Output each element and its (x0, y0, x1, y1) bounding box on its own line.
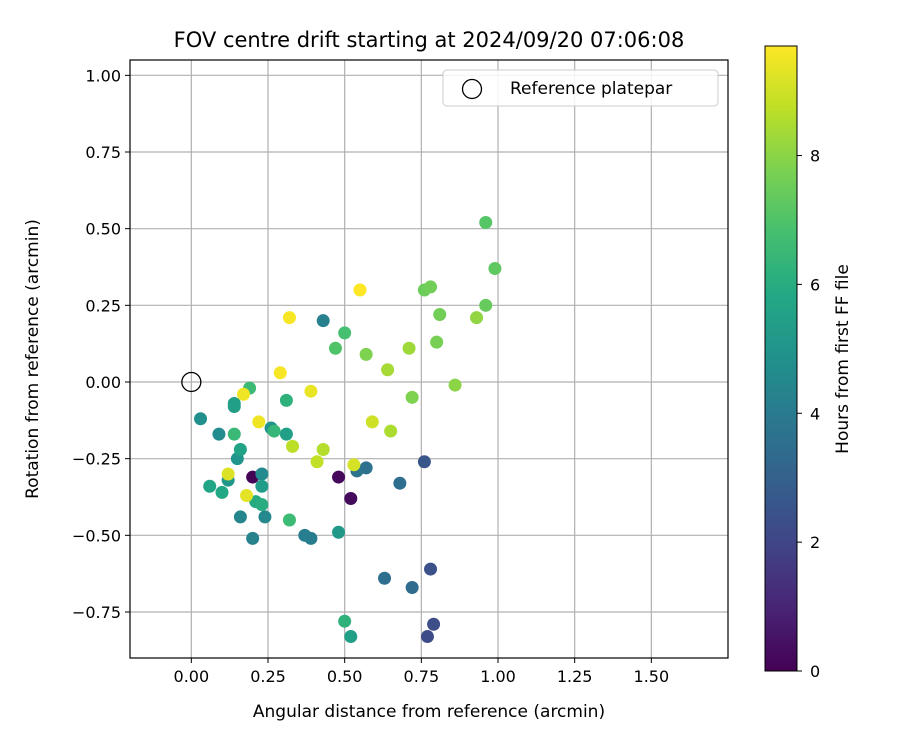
scatter-point (353, 283, 367, 297)
y-tick-label: 0.25 (85, 296, 121, 315)
scatter-point (316, 442, 330, 456)
colorbar (764, 45, 798, 672)
scatter-point (246, 531, 260, 545)
scatter-point (279, 427, 293, 441)
scatter-point (347, 458, 361, 472)
scatter-point (417, 455, 431, 469)
chart-title: FOV centre drift starting at 2024/09/20 … (174, 28, 685, 52)
y-tick-label: −0.25 (72, 450, 121, 469)
x-axis-label: Angular distance from reference (arcmin) (253, 702, 605, 722)
scatter-point (255, 467, 269, 481)
scatter-point (194, 412, 208, 426)
scatter-point (273, 366, 287, 380)
scatter-point (479, 298, 493, 312)
reference-platepar-marker (181, 371, 202, 393)
scatter-point (332, 525, 346, 539)
scatter-point (236, 387, 250, 401)
legend-marker (461, 78, 483, 100)
scatter-point (240, 488, 254, 502)
scatter-point (384, 424, 398, 438)
y-tick-label: 0.50 (85, 220, 121, 239)
y-axis-ticks: 1.00 0.75 0.50 0.25 0.00 −0.25 −0.50 −0.75 (72, 66, 130, 622)
colorbar-tick-label: 2 (810, 533, 820, 552)
scatter-point (420, 630, 434, 644)
scatter-point (255, 498, 269, 512)
scatter-point (279, 393, 293, 407)
y-axis-label: Rotation from reference (arcmin) (23, 219, 43, 499)
scatter-point (470, 311, 484, 325)
scatter-point (255, 479, 269, 493)
scatter-point (252, 415, 266, 429)
scatter-point (282, 311, 296, 325)
x-tick-label: 0.50 (327, 667, 363, 686)
scatter-point (344, 630, 358, 644)
scatter-point (212, 427, 226, 441)
scatter-point (381, 363, 395, 377)
scatter-point (233, 442, 247, 456)
scatter-point (258, 510, 272, 524)
scatter-point (227, 396, 241, 410)
scatter-point (267, 424, 281, 438)
reference-layer (181, 371, 202, 393)
scatter-point (479, 216, 493, 230)
colorbar-tick-label: 0 (810, 662, 820, 681)
colorbar-tick-label: 4 (810, 404, 820, 423)
scatter-point (344, 492, 358, 506)
data-points (194, 216, 502, 644)
x-tick-label: 1.25 (557, 667, 593, 686)
y-tick-label: 0.00 (85, 373, 121, 392)
colorbar-tick-label: 6 (810, 275, 820, 294)
y-tick-label: −0.50 (72, 526, 121, 545)
y-tick-label: −0.75 (72, 603, 121, 622)
scatter-point (304, 384, 318, 398)
scatter-point (221, 467, 235, 481)
x-tick-label: 0.25 (250, 667, 286, 686)
x-tick-label: 1.50 (634, 667, 670, 686)
scatter-point (427, 617, 441, 631)
x-axis-ticks: 0.00 0.25 0.50 0.75 1.00 1.25 1.50 (174, 658, 670, 686)
scatter-point (378, 571, 392, 585)
scatter-point (488, 262, 502, 276)
scatter-point (286, 439, 300, 453)
scatter-point (282, 513, 296, 527)
scatter-point (405, 580, 419, 594)
scatter-point (328, 341, 342, 355)
scatter-point (424, 280, 438, 294)
scatter-point (233, 510, 247, 524)
legend: Reference platepar (442, 69, 719, 107)
scatter-point (402, 341, 416, 355)
scatter-point (227, 427, 241, 441)
x-tick-label: 1.00 (480, 667, 516, 686)
scatter-point (365, 415, 379, 429)
scatter-point (338, 326, 352, 340)
scatter-point (215, 485, 229, 499)
scatter-point (298, 528, 312, 542)
scatter-point (316, 314, 330, 328)
legend-box (442, 69, 719, 107)
colorbar-label: Hours from first FF file (833, 264, 853, 454)
x-tick-label: 0.75 (404, 667, 440, 686)
axes-frame (129, 59, 729, 659)
x-tick-label: 0.00 (174, 667, 210, 686)
scatter-point (359, 347, 373, 361)
scatter-point (310, 455, 324, 469)
colorbar-ticks: 0 2 4 6 8 (797, 147, 820, 681)
y-tick-label: 0.75 (85, 143, 121, 162)
scatter-point (424, 562, 438, 576)
y-tick-label: 1.00 (85, 66, 121, 85)
colorbar-tick-label: 8 (810, 147, 820, 166)
scatter-point (203, 479, 217, 493)
scatter-point (338, 614, 352, 628)
scatter-point (393, 476, 407, 490)
scatter-point (405, 390, 419, 404)
legend-label: Reference platepar (510, 79, 672, 99)
scatter-point (332, 470, 346, 484)
scatter-point (430, 335, 444, 349)
plot-area (130, 60, 728, 658)
scatter-point (448, 378, 462, 392)
scatter-point (433, 308, 447, 322)
